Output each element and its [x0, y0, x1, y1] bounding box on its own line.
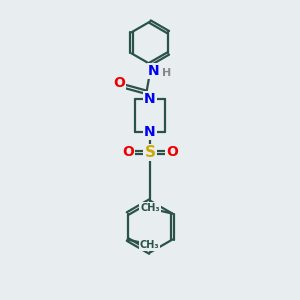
Text: H: H [162, 68, 171, 78]
Text: S: S [145, 145, 155, 160]
Text: CH₃: CH₃ [140, 240, 159, 250]
Text: O: O [113, 76, 125, 90]
Text: N: N [148, 64, 159, 78]
Text: N: N [144, 125, 156, 139]
Text: N: N [144, 92, 156, 106]
Text: O: O [122, 146, 134, 159]
Text: CH₃: CH₃ [140, 203, 160, 213]
Text: O: O [166, 146, 178, 159]
